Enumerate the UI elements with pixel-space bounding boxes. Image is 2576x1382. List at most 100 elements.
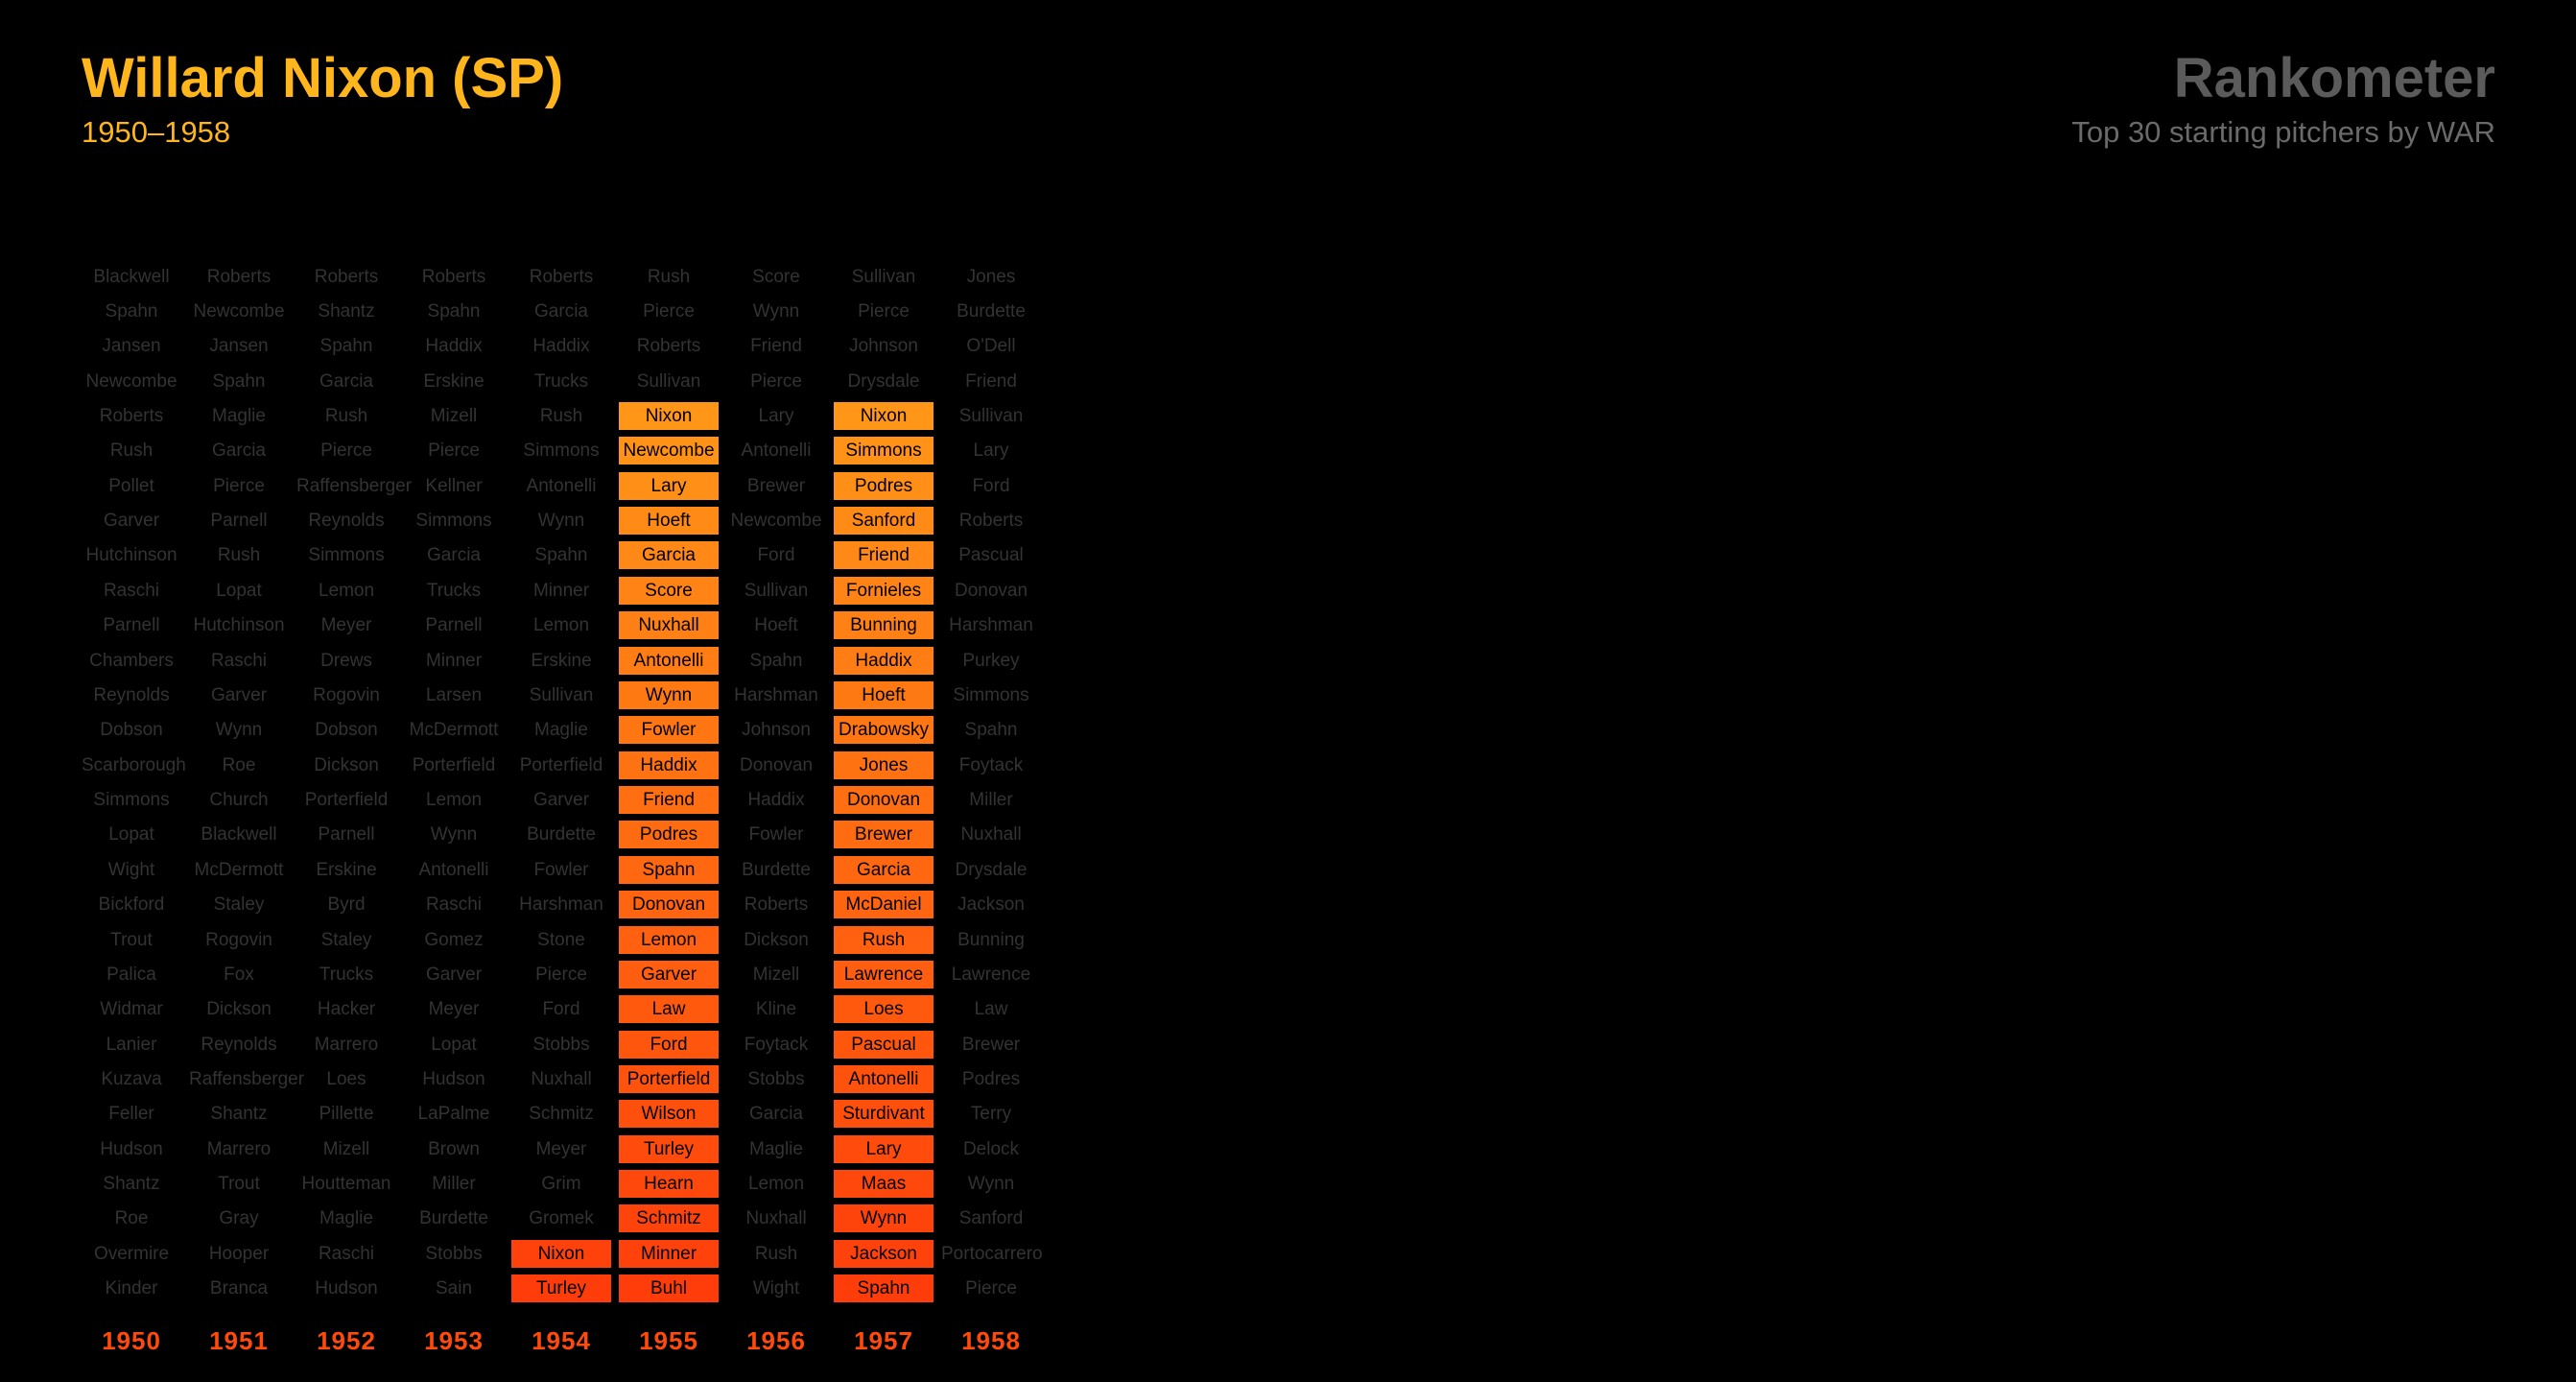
rank-cell: Nuxhall xyxy=(619,611,719,640)
rank-cell: Reynolds xyxy=(93,684,170,705)
rank-cell: Haddix xyxy=(532,336,590,357)
rank-cell: Hoeft xyxy=(834,680,934,709)
rank-cell: Parnell xyxy=(210,511,268,532)
rank-cell: Spahn xyxy=(105,300,158,322)
year-label: 1954 xyxy=(532,1326,591,1355)
rank-cell: Chambers xyxy=(89,650,174,671)
rank-cell: Wilson xyxy=(619,1100,719,1129)
rank-cell: Hutchinson xyxy=(193,615,285,636)
rank-cell: Rush xyxy=(217,545,261,566)
rank-cell: Shantz xyxy=(103,1174,160,1195)
year-label: 1955 xyxy=(639,1326,698,1355)
rank-cell: Pillette xyxy=(319,1104,374,1125)
rank-cell: Spahn xyxy=(212,370,266,392)
year-label: 1951 xyxy=(209,1326,269,1355)
rank-cell: Drysdale xyxy=(847,370,920,392)
rank-cell: Harshman xyxy=(519,894,603,916)
rank-cell: Hooper xyxy=(208,1243,270,1264)
rank-cell: Simmons xyxy=(834,437,934,465)
rank-cell: Brewer xyxy=(961,1034,1021,1055)
rank-cell: Meyer xyxy=(535,1138,587,1159)
rank-cell: Kinder xyxy=(105,1278,158,1299)
rank-cell: Trout xyxy=(218,1174,260,1195)
rank-cell: Haddix xyxy=(619,751,719,779)
rank-cell: Mizell xyxy=(752,964,800,985)
rank-cell: Ford xyxy=(542,999,580,1020)
rank-cell: Simmons xyxy=(93,790,170,811)
rank-cell: Pierce xyxy=(213,475,265,496)
rank-cell: Wight xyxy=(107,859,155,880)
rank-cell: Wynn xyxy=(430,824,478,846)
rank-cell: Porterfield xyxy=(304,790,389,811)
rank-cell: LaPalme xyxy=(417,1104,490,1125)
rank-cell: Schmitz xyxy=(529,1104,594,1125)
rank-cell: Sullivan xyxy=(529,684,594,705)
rank-cell: Donovan xyxy=(954,580,1028,601)
rank-cell: Garcia xyxy=(749,1104,803,1125)
rank-cell: Antonelli xyxy=(619,646,719,675)
rank-cell: Roberts xyxy=(636,336,701,357)
rank-cell: Branca xyxy=(209,1278,269,1299)
rank-cell: Raffensberger xyxy=(189,1069,305,1089)
rank-cell: Spahn xyxy=(427,300,481,322)
rank-cell: Law xyxy=(619,995,719,1024)
rank-cell: Score xyxy=(619,576,719,605)
rank-cell: Porterfield xyxy=(412,754,496,775)
rank-cell: Rush xyxy=(539,405,583,426)
rank-cell: Johnson xyxy=(742,720,811,741)
rank-cell: Maglie xyxy=(212,405,266,426)
rank-cell: Pierce xyxy=(535,964,587,985)
rank-cell: Burdette xyxy=(742,859,811,880)
rank-cell: Stobbs xyxy=(747,1069,805,1089)
rank-cell: Bickford xyxy=(98,894,165,916)
rank-cell: Staley xyxy=(213,894,265,916)
rank-cell: Reynolds xyxy=(201,1034,277,1055)
rank-cell: Garver xyxy=(425,964,483,985)
rank-cell: Sullivan xyxy=(744,580,809,601)
rank-cell: Antonelli xyxy=(834,1065,934,1093)
rank-cell: Harshman xyxy=(734,684,818,705)
rank-cell: Byrd xyxy=(327,894,366,916)
rank-cell: Raschi xyxy=(425,894,483,916)
rank-cell: Wynn xyxy=(967,1174,1015,1195)
rank-cell: Erskine xyxy=(316,859,377,880)
rank-cell: Harshman xyxy=(949,615,1033,636)
rank-cell: Garver xyxy=(103,511,160,532)
rank-cell: Wynn xyxy=(537,511,585,532)
rank-grid: Blackwell Spahn Jansen Newcombe Roberts Rush P… xyxy=(0,0,1075,1382)
rank-cell: Trout xyxy=(110,929,153,950)
rank-cell: Garcia xyxy=(319,370,373,392)
rank-cell: O'Dell xyxy=(966,336,1016,357)
rank-cell: Garcia xyxy=(834,855,934,884)
rank-cell: Sullivan xyxy=(636,370,701,392)
rank-cell: Roe xyxy=(114,1208,149,1229)
rank-cell: Garcia xyxy=(212,441,266,462)
rank-cell: Pierce xyxy=(858,300,910,322)
rank-cell: Friend xyxy=(619,786,719,815)
rank-cell: Rush xyxy=(324,405,368,426)
rank-cell: Grim xyxy=(541,1174,581,1195)
rank-cell: Schmitz xyxy=(619,1204,719,1233)
rank-cell: McDermott xyxy=(194,859,284,880)
rank-cell: Loes xyxy=(834,995,934,1024)
rank-cell: Hudson xyxy=(315,1278,378,1299)
rank-cell: Rush xyxy=(647,266,691,287)
rank-cell: Widmar xyxy=(100,999,163,1020)
rank-cell: Garver xyxy=(532,790,590,811)
rank-cell: Stobbs xyxy=(532,1034,590,1055)
rank-cell: Spahn xyxy=(319,336,373,357)
rank-cell: Lary xyxy=(834,1134,934,1163)
rank-cell: Mizell xyxy=(322,1138,370,1159)
rank-cell: Pierce xyxy=(750,370,802,392)
rank-cell: Sanford xyxy=(958,1208,1024,1229)
rank-cell: Newcombe xyxy=(193,300,285,322)
rank-cell: Blackwell xyxy=(201,824,277,846)
rank-cell: Erskine xyxy=(531,650,592,671)
rank-cell: Stone xyxy=(537,929,585,950)
rank-cell: Minner xyxy=(619,1239,719,1268)
rank-cell: Hudson xyxy=(422,1069,485,1089)
rank-cell: Blackwell xyxy=(93,266,170,287)
rank-cell: Sturdivant xyxy=(834,1100,934,1129)
rank-cell: Spahn xyxy=(534,545,588,566)
rank-cell: Marrero xyxy=(206,1138,272,1159)
